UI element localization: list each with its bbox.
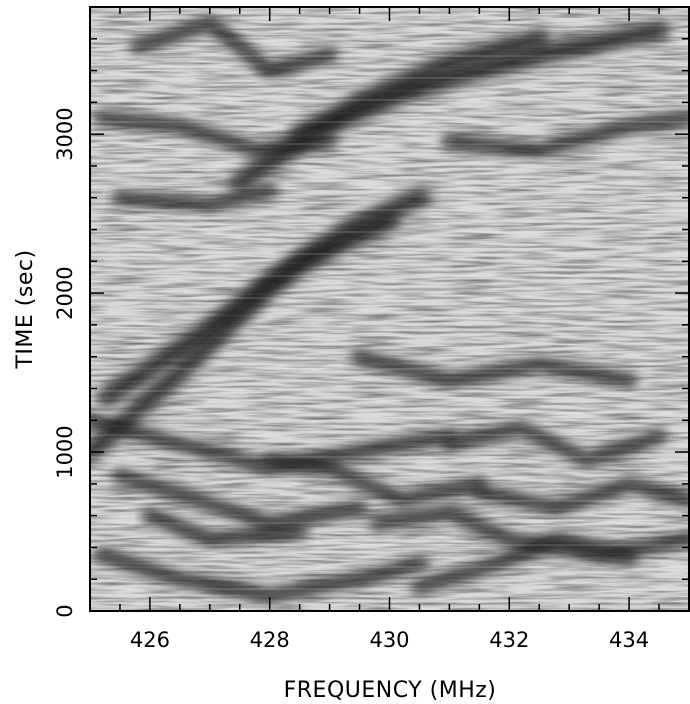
- y-tick-label: 0: [53, 604, 77, 617]
- scintle-core: [445, 114, 689, 154]
- x-axis-title: FREQUENCY (MHz): [284, 678, 497, 703]
- scintle-core: [116, 186, 274, 210]
- x-tick-label: 434: [609, 628, 649, 652]
- scintle-core: [475, 480, 689, 512]
- x-tick-label: 432: [489, 628, 529, 652]
- scintle-core: [98, 114, 334, 154]
- y-axis-ticks: 0 1000 2000 3000: [53, 6, 689, 618]
- plot-area: [90, 7, 689, 611]
- y-tick-label: 1000: [53, 425, 77, 478]
- scintle-core: [445, 424, 663, 464]
- scintle-core: [416, 536, 633, 591]
- scintle-core: [103, 217, 394, 401]
- scintle-core: [356, 353, 633, 384]
- scintillation-features: [90, 11, 689, 607]
- x-tick-label: 426: [130, 628, 170, 652]
- scintle-core: [116, 472, 364, 528]
- scintle-core: [266, 456, 483, 504]
- y-tick-label: 2000: [53, 266, 77, 319]
- scintle-core: [98, 551, 423, 599]
- scintle-core: [295, 26, 664, 139]
- x-axis-ticks: 426 428 430 432 434: [89, 7, 690, 652]
- y-tick-label: 3000: [53, 107, 77, 160]
- scintle-core: [146, 512, 304, 543]
- horizontal-streaks: [90, 7, 689, 608]
- x-tick-label: 430: [369, 628, 409, 652]
- y-axis-title: TIME (sec): [13, 249, 38, 369]
- scintle-core: [134, 19, 334, 75]
- x-tick-label: 428: [250, 628, 290, 652]
